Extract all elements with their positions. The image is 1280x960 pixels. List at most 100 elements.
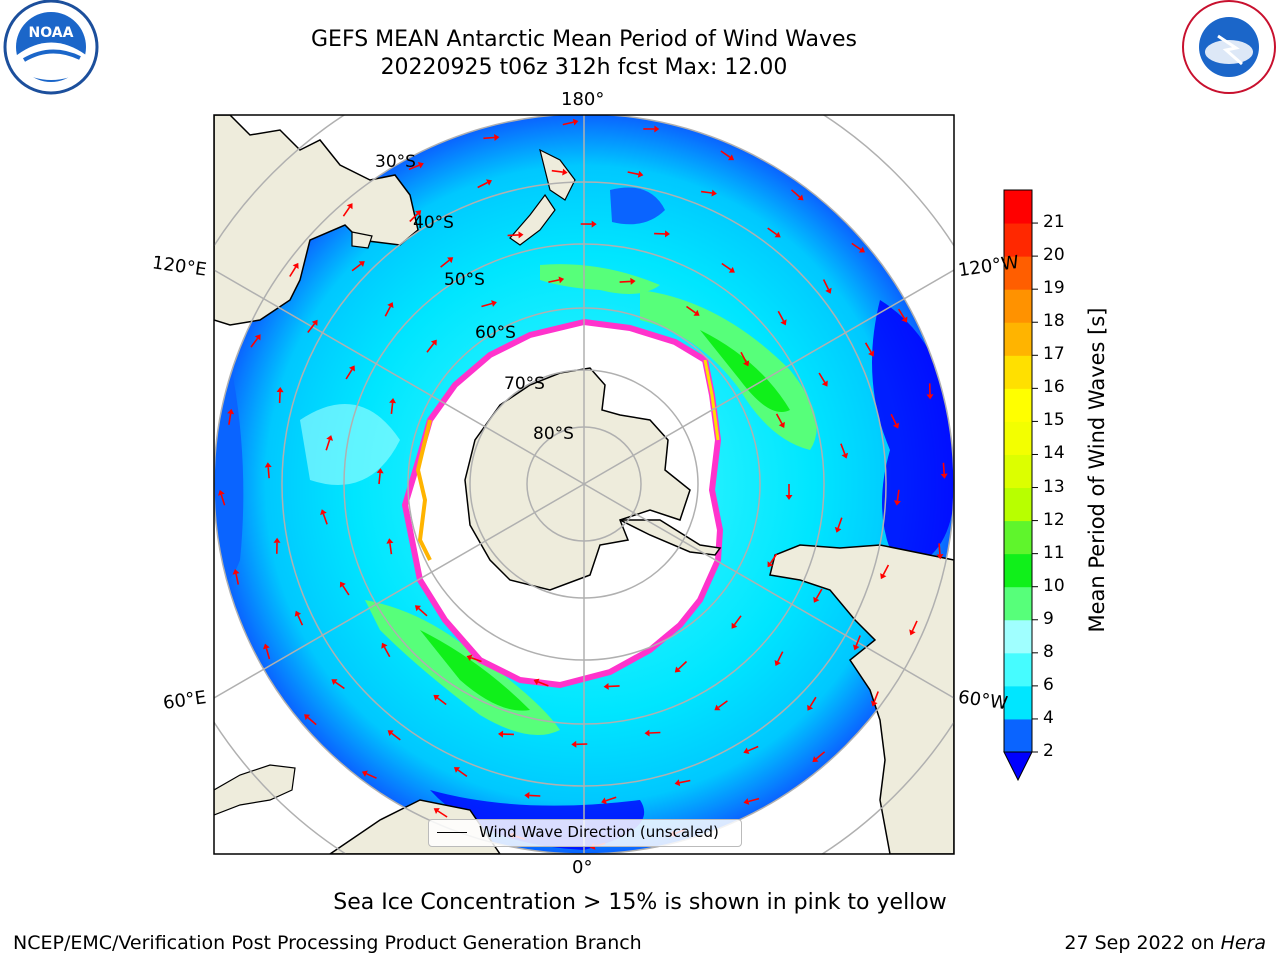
wave-direction-arrow-shaft bbox=[408, 164, 420, 171]
wave-direction-arrow-shaft bbox=[366, 772, 377, 779]
wave-direction-arrow-head bbox=[254, 334, 261, 341]
wave-direction-arrow-shaft bbox=[378, 473, 381, 485]
map-panel bbox=[214, 115, 954, 854]
wave-core-southwest bbox=[420, 630, 530, 711]
wave-direction-arrow-head bbox=[909, 629, 916, 636]
ice-edge-detail-west bbox=[415, 419, 432, 561]
wave-direction-arrow-head bbox=[893, 500, 901, 506]
colorbar-segment bbox=[1004, 421, 1032, 455]
colorbar-extend-arrow bbox=[1003, 751, 1033, 782]
wave-direction-arrow-head bbox=[728, 154, 735, 161]
colorbar-segment bbox=[1004, 586, 1032, 621]
wave-direction-arrow-head bbox=[674, 779, 681, 787]
wave-direction-arrow-shaft bbox=[391, 732, 401, 741]
footer-date-text: 27 Sep 2022 on bbox=[1064, 932, 1215, 954]
wave-direction-arrow-shaft bbox=[436, 697, 447, 706]
lat-label-40s: 40°S bbox=[413, 213, 454, 233]
wave-direction-arrow-head bbox=[381, 642, 388, 649]
wave-direction-arrow-head bbox=[558, 276, 565, 284]
wave-direction-arrow-head bbox=[387, 302, 394, 309]
colorbar-segment bbox=[1004, 190, 1032, 224]
noaa-logo: NOAA bbox=[3, 0, 99, 95]
wave-direction-arrow-head bbox=[743, 747, 750, 754]
wave-direction-arrow-head bbox=[858, 246, 865, 253]
low-period-patch-west bbox=[214, 360, 244, 580]
ice-edge-detail-east bbox=[703, 359, 720, 441]
wave-direction-arrow-head bbox=[349, 365, 355, 372]
noaa-logo-text: NOAA bbox=[29, 25, 74, 41]
colorbar-segment bbox=[1004, 223, 1032, 257]
wave-direction-arrow-shaft bbox=[235, 573, 240, 585]
colorbar-segment bbox=[1004, 388, 1032, 422]
wave-direction-arrow-head bbox=[572, 118, 579, 126]
colorbar-tick-label: 2 bbox=[1043, 741, 1054, 761]
wave-direction-arrow-shaft bbox=[608, 685, 620, 688]
wave-direction-arrow-head bbox=[494, 134, 500, 141]
low-period-patch-north bbox=[610, 187, 665, 225]
colorbar-tick-label: 6 bbox=[1043, 674, 1054, 695]
wave-direction-arrow-head bbox=[273, 537, 281, 543]
colorbar bbox=[1003, 189, 1038, 782]
wave-direction-arrow-head bbox=[728, 266, 735, 273]
colorbar-title: Mean Period of Wind Waves [s] bbox=[1085, 307, 1109, 633]
colorbar-tick-label: 18 bbox=[1043, 311, 1065, 332]
wave-direction-arrow-shaft bbox=[267, 467, 270, 479]
wave-direction-arrow-head bbox=[880, 573, 887, 580]
wave-direction-arrow-shaft bbox=[882, 564, 890, 576]
wave-direction-arrow-head bbox=[774, 231, 781, 238]
wave-direction-arrow-shaft bbox=[733, 615, 742, 626]
colorbar-tick-label: 13 bbox=[1043, 476, 1065, 497]
wave-direction-arrow-shaft bbox=[790, 189, 801, 198]
wave-direction-arrow-shaft bbox=[250, 337, 259, 348]
wave-direction-arrow-shaft bbox=[822, 279, 830, 290]
tasmania-land bbox=[351, 231, 373, 249]
wave-direction-arrow-head bbox=[603, 683, 609, 690]
wave-direction-arrow-head bbox=[714, 704, 721, 711]
wave-direction-arrow-shaft bbox=[470, 657, 482, 663]
colorbar-segment bbox=[1004, 487, 1032, 522]
wave-direction-arrow-shaft bbox=[748, 797, 760, 803]
wave-direction-arrow-head bbox=[218, 489, 225, 496]
wave-direction-arrow-head bbox=[591, 220, 597, 228]
wave-direction-arrow-head bbox=[871, 700, 878, 707]
wave-direction-arrow-head bbox=[637, 170, 644, 178]
wave-direction-arrow-head bbox=[387, 730, 394, 737]
wave-direction-arrow-shaft bbox=[384, 306, 392, 317]
wave-direction-arrow-shaft bbox=[864, 342, 872, 353]
wave-direction-arrow-shaft bbox=[307, 323, 316, 333]
lon-label-0: 0° bbox=[572, 857, 593, 878]
wave-direction-arrow-shaft bbox=[775, 413, 783, 424]
wave-direction-arrow-shaft bbox=[389, 543, 393, 555]
wave-direction-arrow-shaft bbox=[537, 681, 549, 687]
wave-direction-arrow-shaft bbox=[220, 494, 226, 506]
wave-direction-arrow-head bbox=[562, 168, 568, 176]
wave-direction-arrow-head bbox=[868, 350, 875, 357]
wave-direction-arrow-head bbox=[785, 495, 793, 500]
wave-direction-arrow-head bbox=[821, 380, 828, 387]
colorbar-tick-label: 20 bbox=[1043, 245, 1065, 266]
wave-direction-arrow-head bbox=[665, 230, 670, 238]
wave-direction-arrow-head bbox=[415, 210, 422, 217]
map-frame bbox=[213, 114, 955, 855]
wave-direction-arrow-shaft bbox=[619, 280, 631, 283]
wave-direction-arrow-head bbox=[276, 387, 284, 393]
wave-direction-arrow-shaft bbox=[297, 614, 304, 626]
wave-direction-arrow-shaft bbox=[890, 413, 897, 425]
chart-title: GEFS MEAN Antarctic Mean Period of Wind … bbox=[311, 27, 857, 52]
wave-direction-arrow-shaft bbox=[342, 585, 350, 596]
wave-direction-arrow-shaft bbox=[265, 648, 271, 660]
footer-date: 27 Sep 2022 on Hera bbox=[1064, 932, 1266, 954]
nws-logo bbox=[1182, 0, 1276, 94]
wave-direction-arrow-shaft bbox=[345, 369, 353, 380]
colorbar-frame bbox=[1003, 189, 1033, 753]
wave-direction-arrow-head bbox=[414, 605, 421, 612]
colorbar-tick-label: 4 bbox=[1043, 707, 1054, 728]
wave-direction-arrow-head bbox=[813, 596, 820, 603]
wave-direction-arrow-shaft bbox=[228, 413, 232, 425]
footer-credit: NCEP/EMC/Verification Post Processing Pr… bbox=[13, 932, 642, 954]
wave-direction-arrow-head bbox=[654, 125, 660, 133]
wave-direction-arrow-head bbox=[346, 203, 353, 210]
colorbar-segment bbox=[1004, 355, 1032, 389]
wave-direction-arrow-shaft bbox=[718, 700, 728, 709]
wave-direction-arrow-head bbox=[533, 678, 540, 686]
